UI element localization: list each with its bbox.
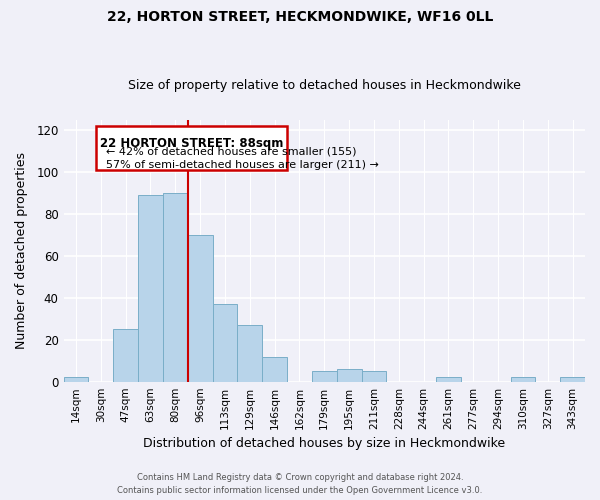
Text: 22, HORTON STREET, HECKMONDWIKE, WF16 0LL: 22, HORTON STREET, HECKMONDWIKE, WF16 0L… [107,10,493,24]
Bar [560,378,585,382]
Text: 57% of semi-detached houses are larger (211) →: 57% of semi-detached houses are larger (… [106,160,379,170]
Text: ← 42% of detached houses are smaller (155): ← 42% of detached houses are smaller (15… [106,146,356,156]
Y-axis label: Number of detached properties: Number of detached properties [15,152,28,349]
Bar [511,378,535,382]
FancyBboxPatch shape [96,126,287,170]
Bar [337,369,362,382]
Bar [312,371,337,382]
X-axis label: Distribution of detached houses by size in Heckmondwike: Distribution of detached houses by size … [143,437,505,450]
Bar [212,304,238,382]
Bar [262,356,287,382]
Bar [163,193,188,382]
Bar [188,235,212,382]
Bar [362,371,386,382]
Text: 22 HORTON STREET: 88sqm: 22 HORTON STREET: 88sqm [100,138,283,150]
Bar [238,325,262,382]
Text: Contains HM Land Registry data © Crown copyright and database right 2024.
Contai: Contains HM Land Registry data © Crown c… [118,474,482,495]
Bar [64,378,88,382]
Bar [436,378,461,382]
Title: Size of property relative to detached houses in Heckmondwike: Size of property relative to detached ho… [128,79,521,92]
Bar [138,195,163,382]
Bar [113,330,138,382]
